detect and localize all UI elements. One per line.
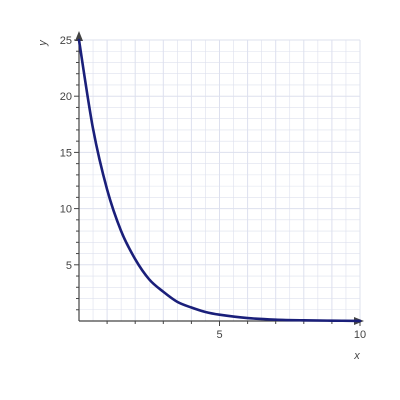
y-axis-arrow-icon <box>75 31 83 41</box>
x-tick-label: 10 <box>354 329 366 341</box>
x-tick-label: 5 <box>216 329 222 341</box>
y-tick-label: 15 <box>60 147 72 159</box>
y-tick-label: 10 <box>60 204 72 216</box>
series-layer <box>77 38 362 323</box>
tick-labels: 5 10 5 10 15 20 25 <box>60 35 366 341</box>
axis-ticks <box>74 39 361 326</box>
grid <box>78 39 361 322</box>
y-tick-label: 25 <box>60 35 72 47</box>
series-line <box>77 38 362 323</box>
y-axis-label: y <box>37 39 49 47</box>
y-tick-label: 5 <box>66 260 72 272</box>
y-tick-label: 20 <box>60 91 72 103</box>
x-axis-label: x <box>353 350 360 362</box>
